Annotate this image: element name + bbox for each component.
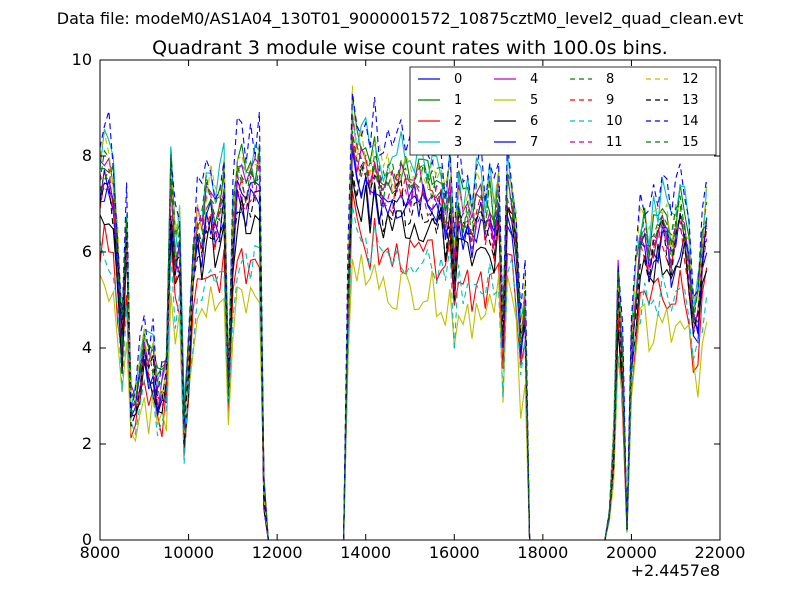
legend-label-2: 2 — [454, 114, 462, 129]
legend-box — [409, 66, 717, 156]
x-tick-label: 22000 — [695, 543, 746, 562]
chart-title: Quadrant 3 module wise count rates with … — [152, 37, 668, 59]
legend-label-6: 6 — [530, 114, 538, 129]
series-layer — [100, 85, 708, 540]
y-tick-label: 0 — [82, 530, 92, 549]
y-tick-label: 4 — [82, 338, 92, 357]
x-tick-label: 18000 — [517, 543, 568, 562]
legend-label-9: 9 — [606, 93, 614, 108]
x-tick-label: 12000 — [252, 543, 303, 562]
y-tick-label: 8 — [82, 146, 92, 165]
x-tick-label: 10000 — [163, 543, 214, 562]
x-tick-label: 8000 — [80, 543, 121, 562]
series-line-15 — [100, 130, 708, 540]
legend-label-15: 15 — [682, 135, 699, 150]
x-tick-label: 16000 — [429, 543, 480, 562]
legend-label-4: 4 — [530, 72, 538, 87]
legend-label-14: 14 — [682, 114, 699, 129]
x-tick-label: 14000 — [340, 543, 391, 562]
legend-label-13: 13 — [682, 93, 699, 108]
legend-label-8: 8 — [606, 72, 614, 87]
series-line-12 — [100, 85, 708, 540]
x-offset-label: +2.4457e8 — [631, 561, 720, 580]
y-tick-label: 6 — [82, 242, 92, 261]
x-tick-label: 20000 — [606, 543, 657, 562]
legend-label-11: 11 — [606, 135, 623, 150]
y-tick-label: 2 — [82, 434, 92, 453]
legend-label-1: 1 — [454, 93, 462, 108]
legend-label-7: 7 — [530, 135, 538, 150]
legend-label-5: 5 — [530, 93, 538, 108]
legend-label-10: 10 — [606, 114, 623, 129]
axes-layer: 8000 10000 12000 14000 16000 18000 20000 22000 0… — [72, 50, 746, 562]
data-file-header: Data file: modeM0/AS1A04_130T01_90000015… — [57, 9, 743, 29]
series-line-11 — [100, 116, 708, 540]
y-tick-label: 10 — [72, 50, 92, 69]
legend-label-3: 3 — [454, 135, 462, 150]
legend-label-12: 12 — [682, 72, 699, 87]
plot-frame — [99, 59, 721, 541]
legend-label-0: 0 — [454, 72, 462, 87]
